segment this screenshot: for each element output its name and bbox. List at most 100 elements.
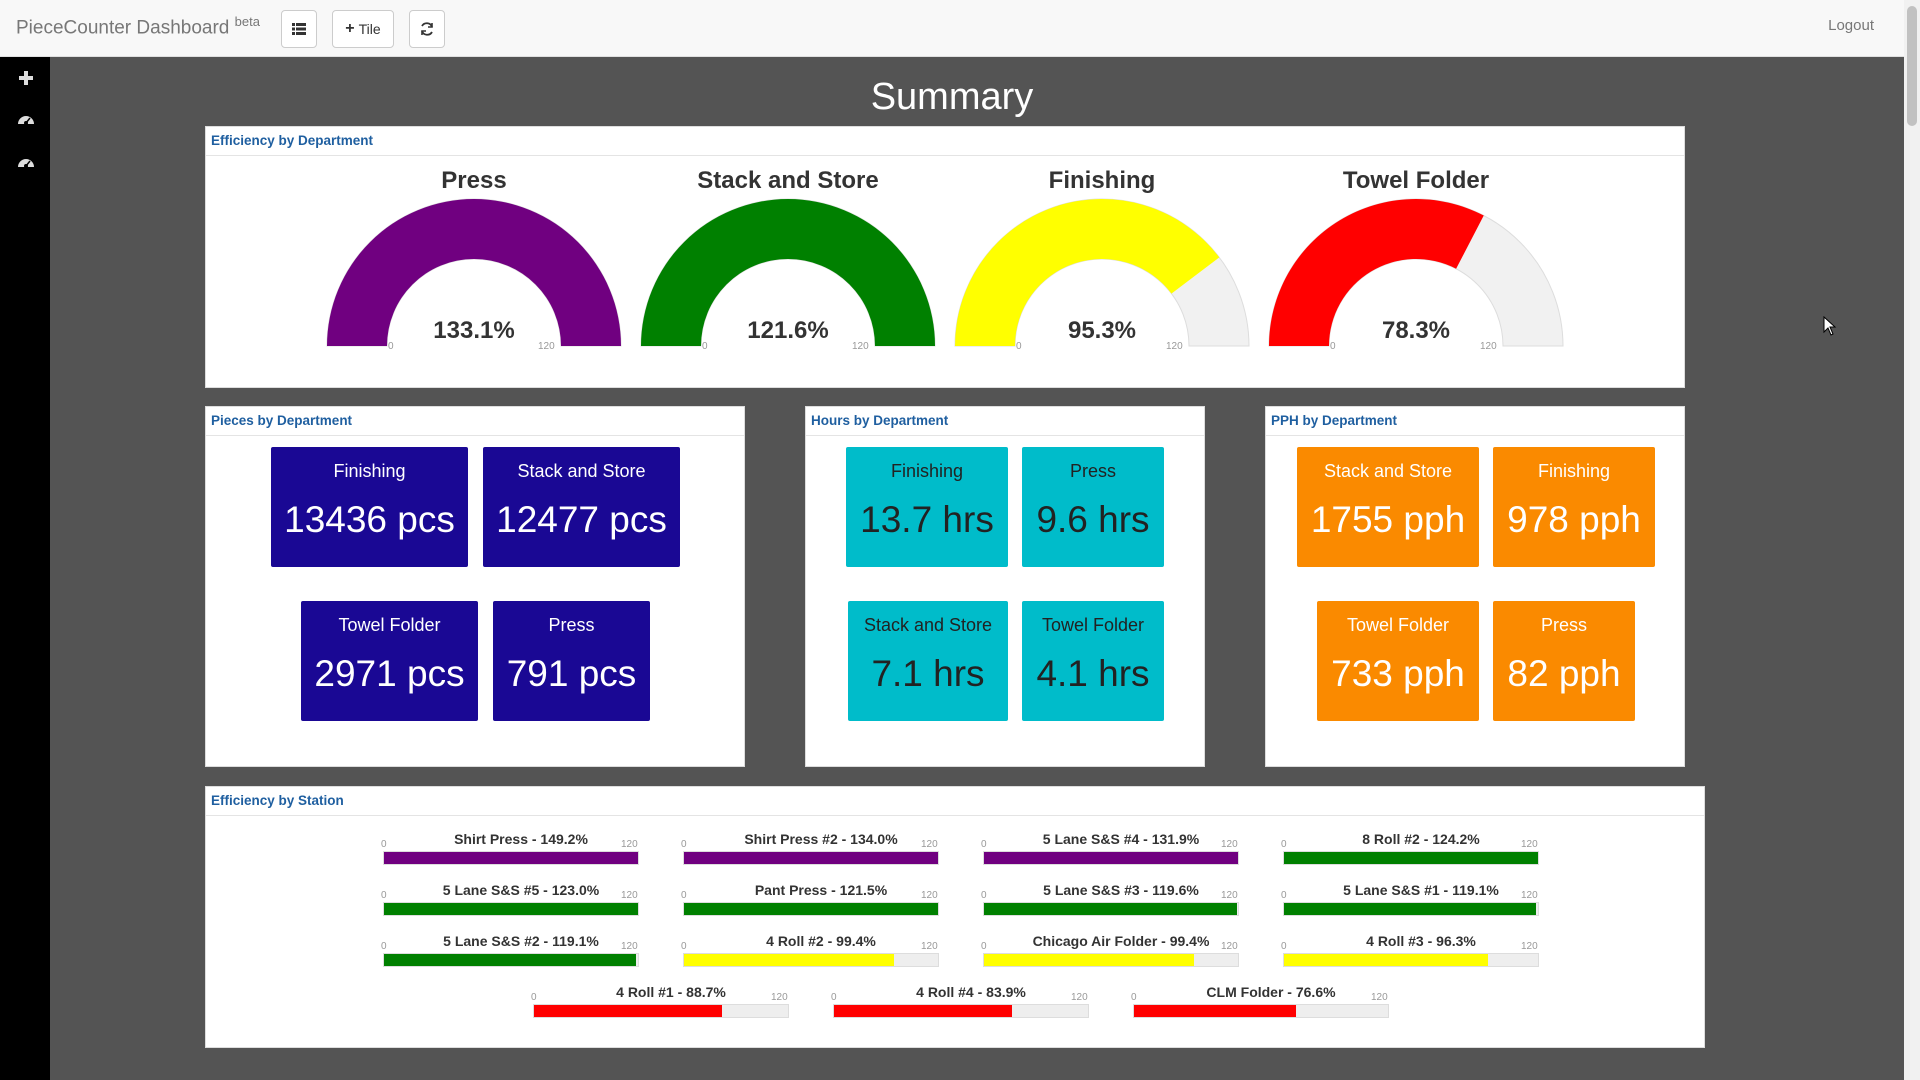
station-bar: 5 Lane S&S #4 - 131.9% 0 120 xyxy=(971,831,1271,881)
tile-name: Towel Folder xyxy=(1346,615,1450,635)
bar-fill xyxy=(384,852,638,864)
station-bar: Shirt Press #2 - 134.0% 0 120 xyxy=(671,831,971,881)
tile-name: Finishing xyxy=(890,461,964,481)
pph-tile[interactable]: Finishing 978 pph xyxy=(1493,447,1655,567)
station-bar-label: Pant Press - 121.5% xyxy=(754,882,888,898)
station-bar: Pant Press - 121.5% 0 120 xyxy=(671,882,971,932)
station-bar: Chicago Air Folder - 99.4% 0 120 xyxy=(971,933,1271,983)
tile-value: 82 pph xyxy=(1507,653,1621,694)
bar-max-label: 120 xyxy=(1521,839,1538,850)
tile-name: Finishing xyxy=(333,461,406,481)
pieces-tile[interactable]: Towel Folder 2971 pcs xyxy=(301,601,478,721)
tile-value: 7.1 hrs xyxy=(871,653,985,694)
bar-max-label: 120 xyxy=(1221,941,1238,952)
scrollbar-thumb[interactable] xyxy=(1907,6,1917,126)
bar-track xyxy=(683,902,939,916)
bar-min-label: 0 xyxy=(531,992,537,1003)
bar-min-label: 0 xyxy=(981,839,987,850)
pph-tile[interactable]: Stack and Store 1755 pph xyxy=(1297,447,1479,567)
tile-name: Press xyxy=(1069,461,1116,481)
bar-fill xyxy=(384,954,637,966)
station-bar: 4 Roll #4 - 83.9% 0 120 xyxy=(821,984,1121,1034)
bar-min-label: 0 xyxy=(381,890,387,901)
station-bar-label: 4 Roll #1 - 88.7% xyxy=(616,984,726,1000)
gauge-value: 133.1% xyxy=(433,317,515,344)
pph-tile[interactable]: Press 82 pph xyxy=(1493,601,1635,721)
bar-max-label: 120 xyxy=(621,890,638,901)
bar-track xyxy=(683,851,939,865)
station-bar-label: Chicago Air Folder - 99.4% xyxy=(1032,933,1210,949)
gauge-arc xyxy=(1268,198,1564,347)
bar-min-label: 0 xyxy=(381,941,387,952)
bar-fill xyxy=(1284,954,1488,966)
scrollbar[interactable] xyxy=(1904,0,1920,1080)
gauge-max-label: 120 xyxy=(1166,341,1183,352)
station-bar-label: 4 Roll #2 - 99.4% xyxy=(766,933,876,949)
add-tile-button[interactable]: + Tile xyxy=(332,10,394,48)
gauge-min-label: 0 xyxy=(388,341,394,352)
bar-track xyxy=(383,953,639,967)
pieces-tile[interactable]: Finishing 13436 pcs xyxy=(271,447,468,567)
gauge-min-label: 0 xyxy=(1016,341,1022,352)
gauge-arc xyxy=(326,198,622,347)
bar-track xyxy=(383,851,639,865)
refresh-icon xyxy=(421,22,433,36)
dashboard-icon[interactable] xyxy=(17,111,35,129)
pph-panel: PPH by Department Stack and Store 1755 p… xyxy=(1265,406,1685,767)
pph-tile[interactable]: Towel Folder 733 pph xyxy=(1317,601,1479,721)
tile-name: Towel Folder xyxy=(1041,615,1145,635)
tile-value: 13436 pcs xyxy=(284,499,455,540)
tile-name: Towel Folder xyxy=(338,615,441,635)
station-bar: 5 Lane S&S #3 - 119.6% 0 120 xyxy=(971,882,1271,932)
tile-name: Finishing xyxy=(1537,461,1611,481)
station-bar-label: 5 Lane S&S #2 - 119.1% xyxy=(443,933,599,949)
gauge-max-label: 120 xyxy=(538,341,555,352)
tile-value: 978 pph xyxy=(1507,499,1641,540)
bar-fill xyxy=(384,903,638,915)
station-bar: 8 Roll #2 - 124.2% 0 120 xyxy=(1271,831,1571,881)
hours-tile[interactable]: Finishing 13.7 hrs xyxy=(846,447,1008,567)
gauge-max-label: 120 xyxy=(1480,341,1497,352)
bar-fill xyxy=(984,954,1195,966)
brand-title: PieceCounter Dashboard xyxy=(16,17,230,39)
refresh-button[interactable] xyxy=(409,10,445,48)
bar-fill xyxy=(1284,852,1538,864)
hours-tile[interactable]: Towel Folder 4.1 hrs xyxy=(1022,601,1164,721)
station-bar: 5 Lane S&S #2 - 119.1% 0 120 xyxy=(371,933,671,983)
station-bar-label: CLM Folder - 76.6% xyxy=(1206,984,1336,1000)
bar-max-label: 120 xyxy=(1371,992,1388,1003)
pieces-tile[interactable]: Press 791 pcs xyxy=(493,601,650,721)
gauge-fill xyxy=(955,199,1220,346)
bar-max-label: 120 xyxy=(621,839,638,850)
gauge-title: Towel Folder xyxy=(1342,167,1490,194)
station-bar: 4 Roll #1 - 88.7% 0 120 xyxy=(521,984,821,1034)
brand-beta: beta xyxy=(234,14,260,29)
tile-name: Stack and Store xyxy=(863,615,993,635)
bar-track xyxy=(1283,953,1539,967)
plus-icon[interactable] xyxy=(17,69,35,87)
gauge-value: 95.3% xyxy=(1067,317,1137,344)
panel-title: Efficiency by Station xyxy=(211,793,344,808)
station-bar-label: Shirt Press #2 - 134.0% xyxy=(744,831,898,847)
list-button[interactable] xyxy=(281,10,317,48)
bar-track xyxy=(833,1004,1089,1018)
hours-tile[interactable]: Stack and Store 7.1 hrs xyxy=(848,601,1008,721)
bar-fill xyxy=(1284,903,1537,915)
bar-max-label: 120 xyxy=(1221,839,1238,850)
gauge: Finishing 95.3% 0 120 xyxy=(947,167,1257,377)
bar-max-label: 120 xyxy=(771,992,788,1003)
hours-tile[interactable]: Press 9.6 hrs xyxy=(1022,447,1164,567)
station-bar-label: 4 Roll #3 - 96.3% xyxy=(1366,933,1476,949)
tile-name: Stack and Store xyxy=(1323,461,1453,481)
top-navbar: PieceCounter Dashboard beta + Tile Logou… xyxy=(0,0,1904,57)
pieces-tile[interactable]: Stack and Store 12477 pcs xyxy=(483,447,680,567)
dashboard-icon[interactable] xyxy=(17,154,35,172)
bar-max-label: 120 xyxy=(1521,890,1538,901)
gauge: Towel Folder 78.3% 0 120 xyxy=(1261,167,1571,377)
station-bar: 4 Roll #3 - 96.3% 0 120 xyxy=(1271,933,1571,983)
logout-link[interactable]: Logout xyxy=(1828,17,1874,34)
station-bar-label: 5 Lane S&S #5 - 123.0% xyxy=(442,882,600,898)
tile-value: 2971 pcs xyxy=(314,653,465,694)
tile-value: 791 pcs xyxy=(506,653,637,694)
brand[interactable]: PieceCounter Dashboard beta xyxy=(16,14,260,39)
